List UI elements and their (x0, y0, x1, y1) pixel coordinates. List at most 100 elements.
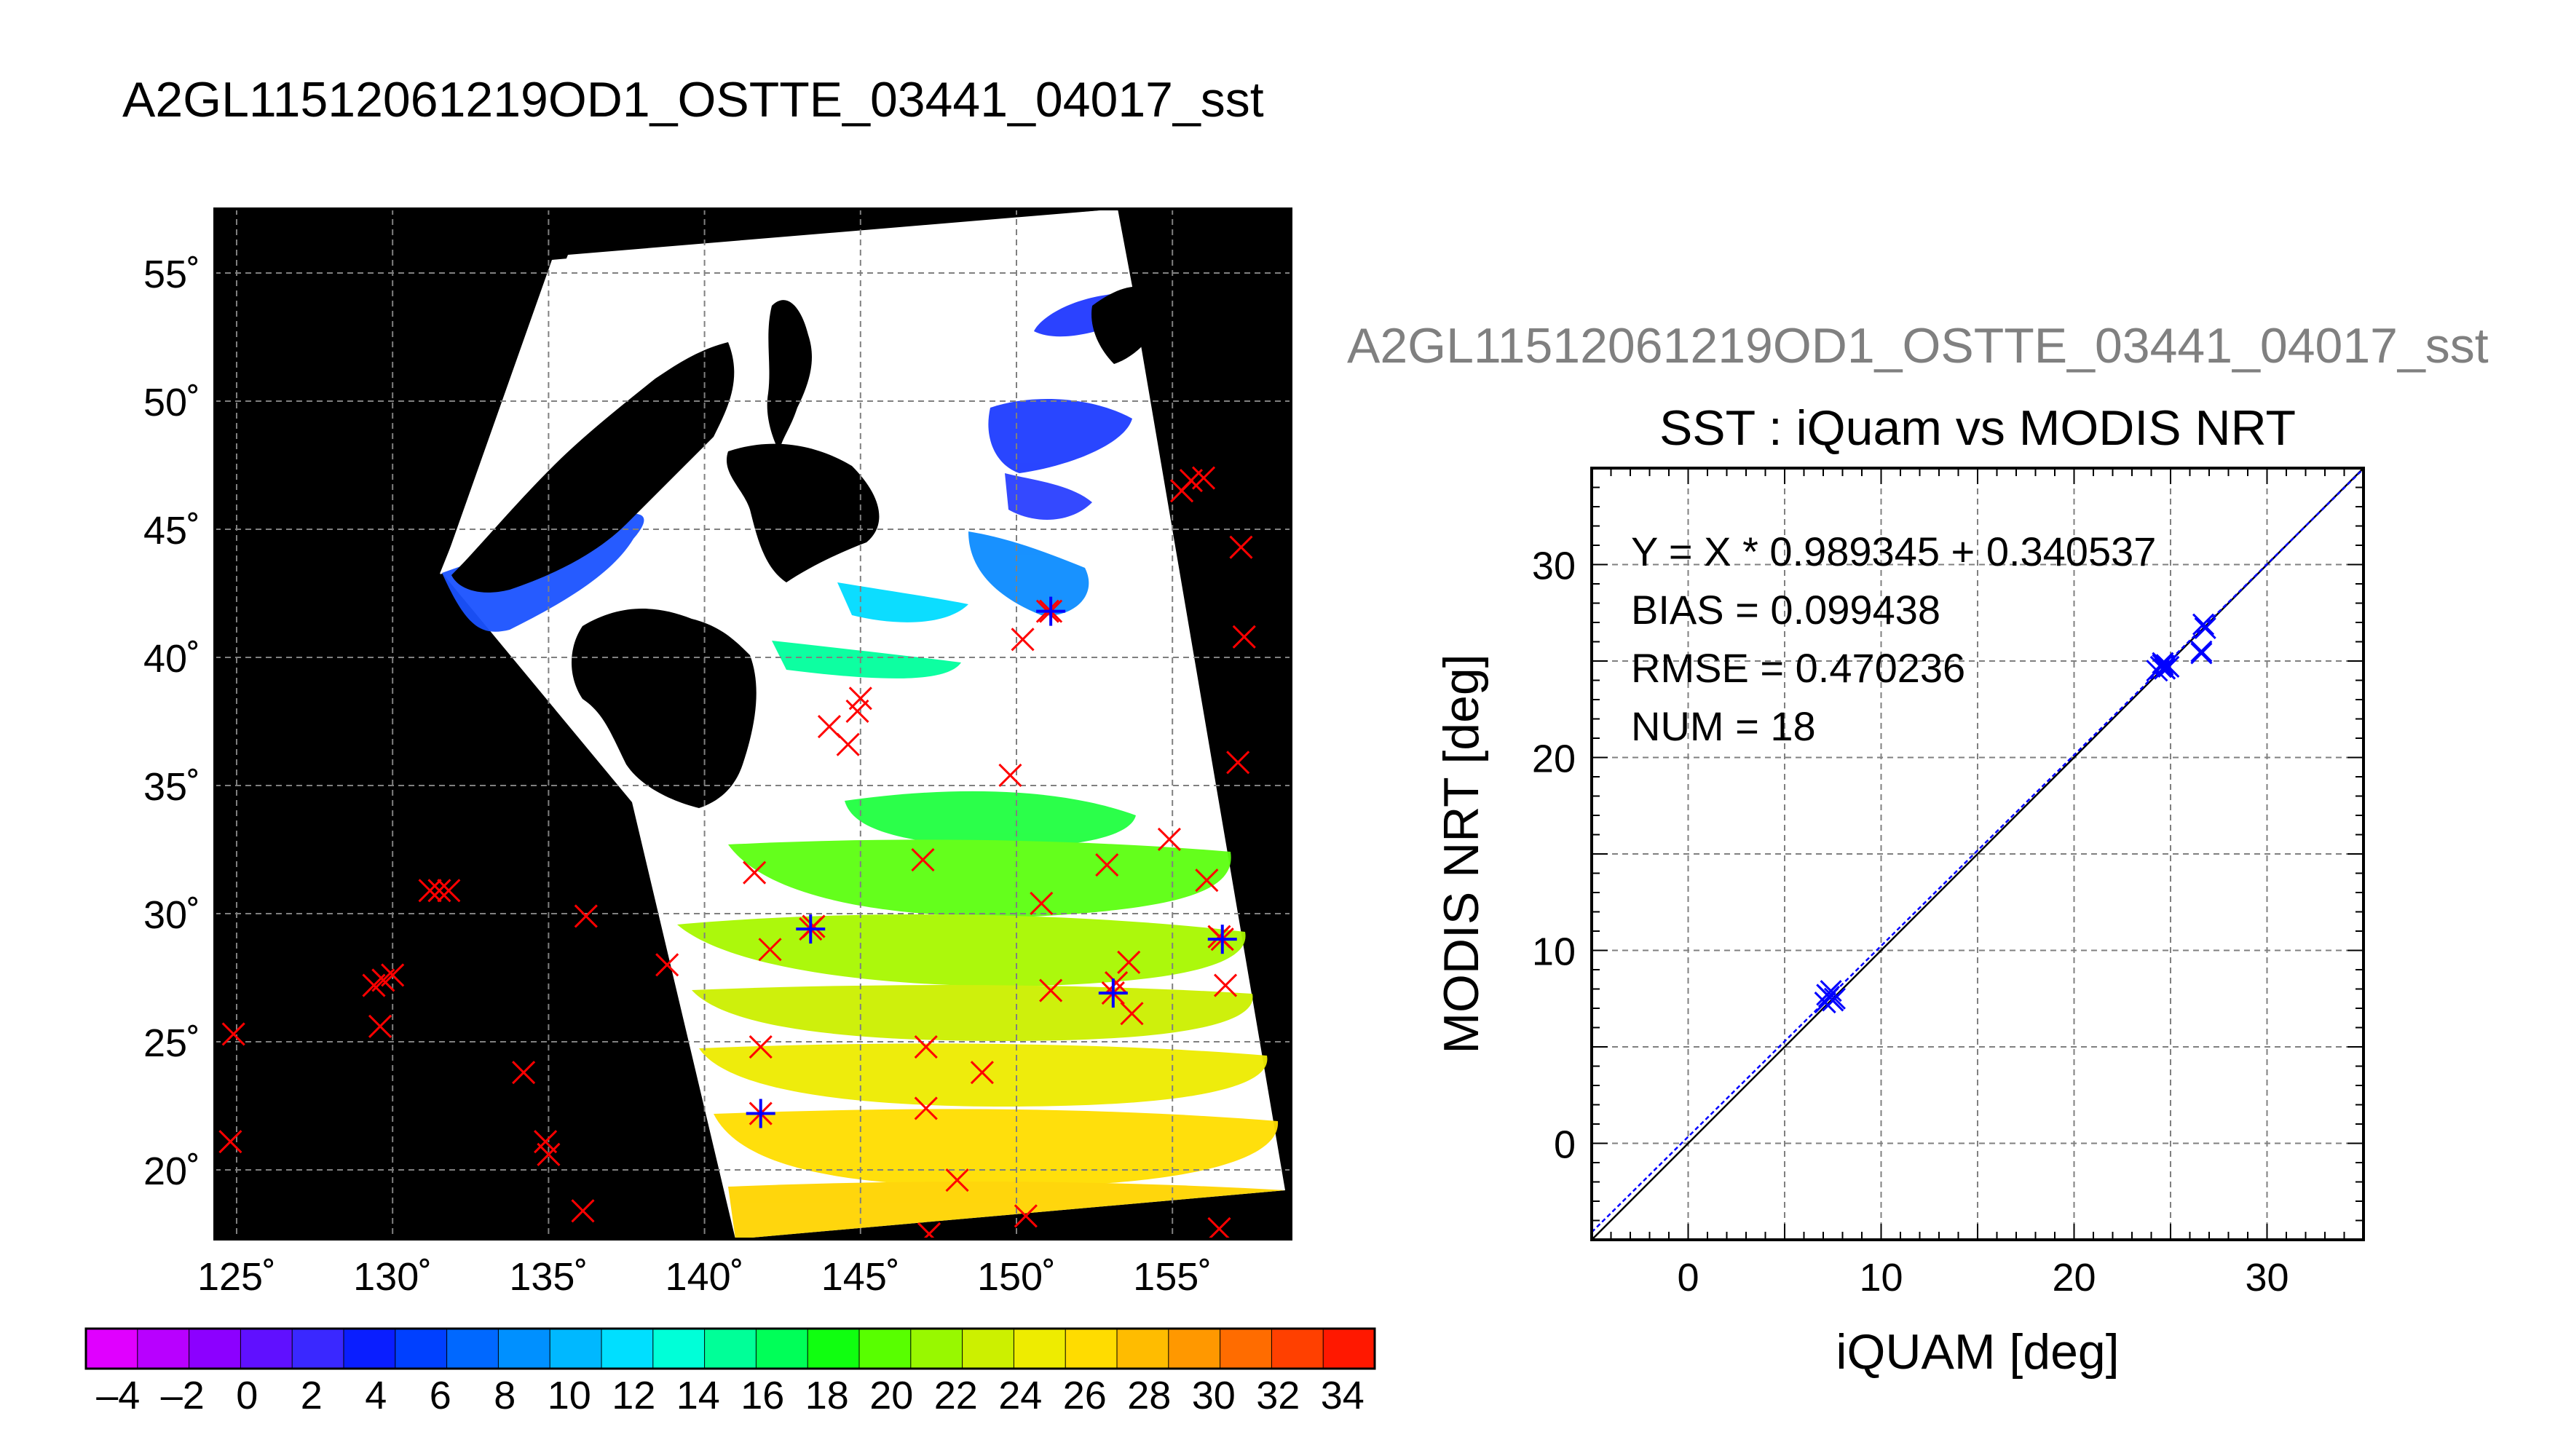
map-buoy-red (914, 1034, 938, 1059)
colorbar: –4 –2 0 2 4 6 8 10 12 14 16 18 20 22 24 26 28 30 32 34 (84, 1327, 1376, 1417)
map-buoy-red (1226, 751, 1250, 775)
map-buoy-red (1039, 978, 1063, 1002)
colorbar-tick-label: 20 (869, 1374, 913, 1417)
colorbar-cell (291, 1328, 345, 1369)
colorbar-tick-labels: –4 –2 0 2 4 6 8 10 12 14 16 18 20 22 24 26 28 30 32 34 (96, 1374, 1365, 1417)
map-panel: 125˚ 130˚ 135˚ 140˚ 145˚ 150˚ 155˚ 55˚ 50˚ 45˚ 40… (143, 207, 1292, 1299)
map-buoy-red-stroke-b (381, 963, 405, 987)
scatter-x-tick-labels: 0 10 20 30 (1677, 1256, 2289, 1299)
colorbar-cell (1220, 1328, 1273, 1369)
scatter-point-stroke-b (2152, 654, 2174, 676)
map-buoy-red-stroke-b (749, 1034, 773, 1059)
colorbar-cell (549, 1328, 603, 1369)
colorbar-tick-label: 12 (612, 1374, 655, 1417)
colorbar-tick-label: –4 (96, 1374, 140, 1417)
scatter-points (1814, 613, 2216, 1014)
map-lat-tick-label: 30˚ (143, 893, 200, 937)
map-buoy-red-stroke-b (758, 938, 782, 962)
map-buoy-red-stroke-b (427, 879, 451, 903)
colorbar-cell (652, 1328, 706, 1369)
map-buoy-red-stroke-b (836, 732, 860, 756)
map-buoy-red (437, 879, 461, 903)
map-buoy-red-stroke-b (1213, 973, 1238, 997)
map-buoy-red (914, 1096, 938, 1120)
map-lon-tick-label: 125˚ (197, 1255, 276, 1299)
sst-patch-sanriku (772, 641, 961, 678)
colorbar-tick-label: 14 (676, 1374, 720, 1417)
map-buoy-red-stroke-b (922, 1222, 941, 1239)
scatter-x-tick-label: 30 (2245, 1256, 2289, 1299)
scatter-y-tick-label: 0 (1554, 1123, 1576, 1167)
map-buoy-red-stroke-b (437, 879, 461, 903)
map-buoy-red (574, 904, 598, 928)
map-buoy-red (221, 1022, 245, 1046)
scatter-point (2157, 655, 2180, 678)
sst-patch-mid-1 (845, 791, 1136, 847)
colorbar-frame (84, 1327, 1376, 1370)
map-lon-tick-label: 135˚ (509, 1255, 588, 1299)
map-buoy-red-stroke-b (368, 1014, 392, 1038)
map-buoy-red-stroke-b (817, 714, 842, 739)
map-buoy-red-stroke-b (1207, 1216, 1231, 1239)
sst-patch-kuril (968, 531, 1089, 616)
map-buoy-red (368, 1014, 392, 1038)
map-buoy-red (1014, 1204, 1038, 1228)
map-buoy-red-stroke-b (1120, 1002, 1144, 1026)
map-lon-tick-label: 150˚ (977, 1255, 1056, 1299)
map-buoy-red-stroke-b (512, 1061, 536, 1085)
colorbar-tick-label: 24 (998, 1374, 1042, 1417)
map-buoy-star (1036, 596, 1066, 626)
map-buoy-red (1207, 1216, 1231, 1239)
map-buoy-red (758, 938, 782, 962)
map-buoy-red (998, 763, 1022, 787)
scatter-point-stroke-b (2157, 655, 2180, 678)
colorbar-tick-label: 6 (430, 1374, 451, 1417)
colorbar-cell (446, 1328, 499, 1369)
map-buoy-red-stroke-b (1226, 751, 1250, 775)
scatter-point (2153, 657, 2176, 680)
fit-line (1592, 468, 2364, 1233)
map-buoy-red (1030, 891, 1054, 915)
scatter-point-stroke-b (2192, 613, 2215, 636)
scatter-point (2194, 617, 2216, 640)
colorbar-cell (858, 1328, 912, 1369)
map-buoys-blue (746, 596, 1237, 1128)
scatter-point-stroke-b (2153, 657, 2176, 680)
map-buoy-red-stroke-b (1030, 891, 1054, 915)
map-buoy-red-stroke-b (1039, 978, 1063, 1002)
map-buoy-red-stroke-b (218, 1130, 242, 1154)
map-lat-tick-label: 55˚ (143, 253, 200, 296)
scatter-point (2152, 652, 2174, 674)
sst-patch-kuril-2 (837, 582, 968, 622)
land-sakhalin (767, 300, 812, 451)
map-buoy-red-stroke-b (914, 1096, 938, 1120)
colorbar-tick-label: 2 (301, 1374, 323, 1417)
map-buoy-red-stroke-b (221, 1022, 245, 1046)
map-buoy-red (1229, 535, 1253, 559)
map-lat-tick-label: 20˚ (143, 1150, 200, 1193)
colorbar-cell (910, 1328, 963, 1369)
map-buoy-red (848, 687, 872, 711)
colorbar-cell (1065, 1328, 1118, 1369)
scatter-annotation: Y = X * 0.989345 + 0.340537 (1631, 529, 2156, 574)
map-buoy-red-stroke-b (537, 1142, 561, 1166)
map-buoy-red (1095, 853, 1119, 877)
map-buoy-red (1120, 1002, 1144, 1026)
map-buoy-red (743, 860, 767, 885)
map-buoy-red-stroke-b (571, 1199, 595, 1223)
map-buoy-red-stroke-b (655, 953, 679, 977)
map-buoy-red-stroke-b (1232, 625, 1256, 649)
map-buoy-red (911, 847, 935, 872)
x-axis-label: iQUAM [deg] (1836, 1324, 2119, 1380)
colorbar-cell (85, 1328, 138, 1369)
map-buoy-red (418, 879, 442, 903)
colorbar-tick-label: 30 (1192, 1374, 1236, 1417)
map-buoy-red-stroke-b (914, 1034, 938, 1059)
map-buoys-red (218, 466, 1256, 1239)
map-buoy-red (1191, 466, 1216, 490)
scatter-point-stroke-b (2190, 640, 2213, 662)
colorbar-cell (601, 1328, 654, 1369)
sst-patch-okhotsk-2 (988, 399, 1132, 473)
